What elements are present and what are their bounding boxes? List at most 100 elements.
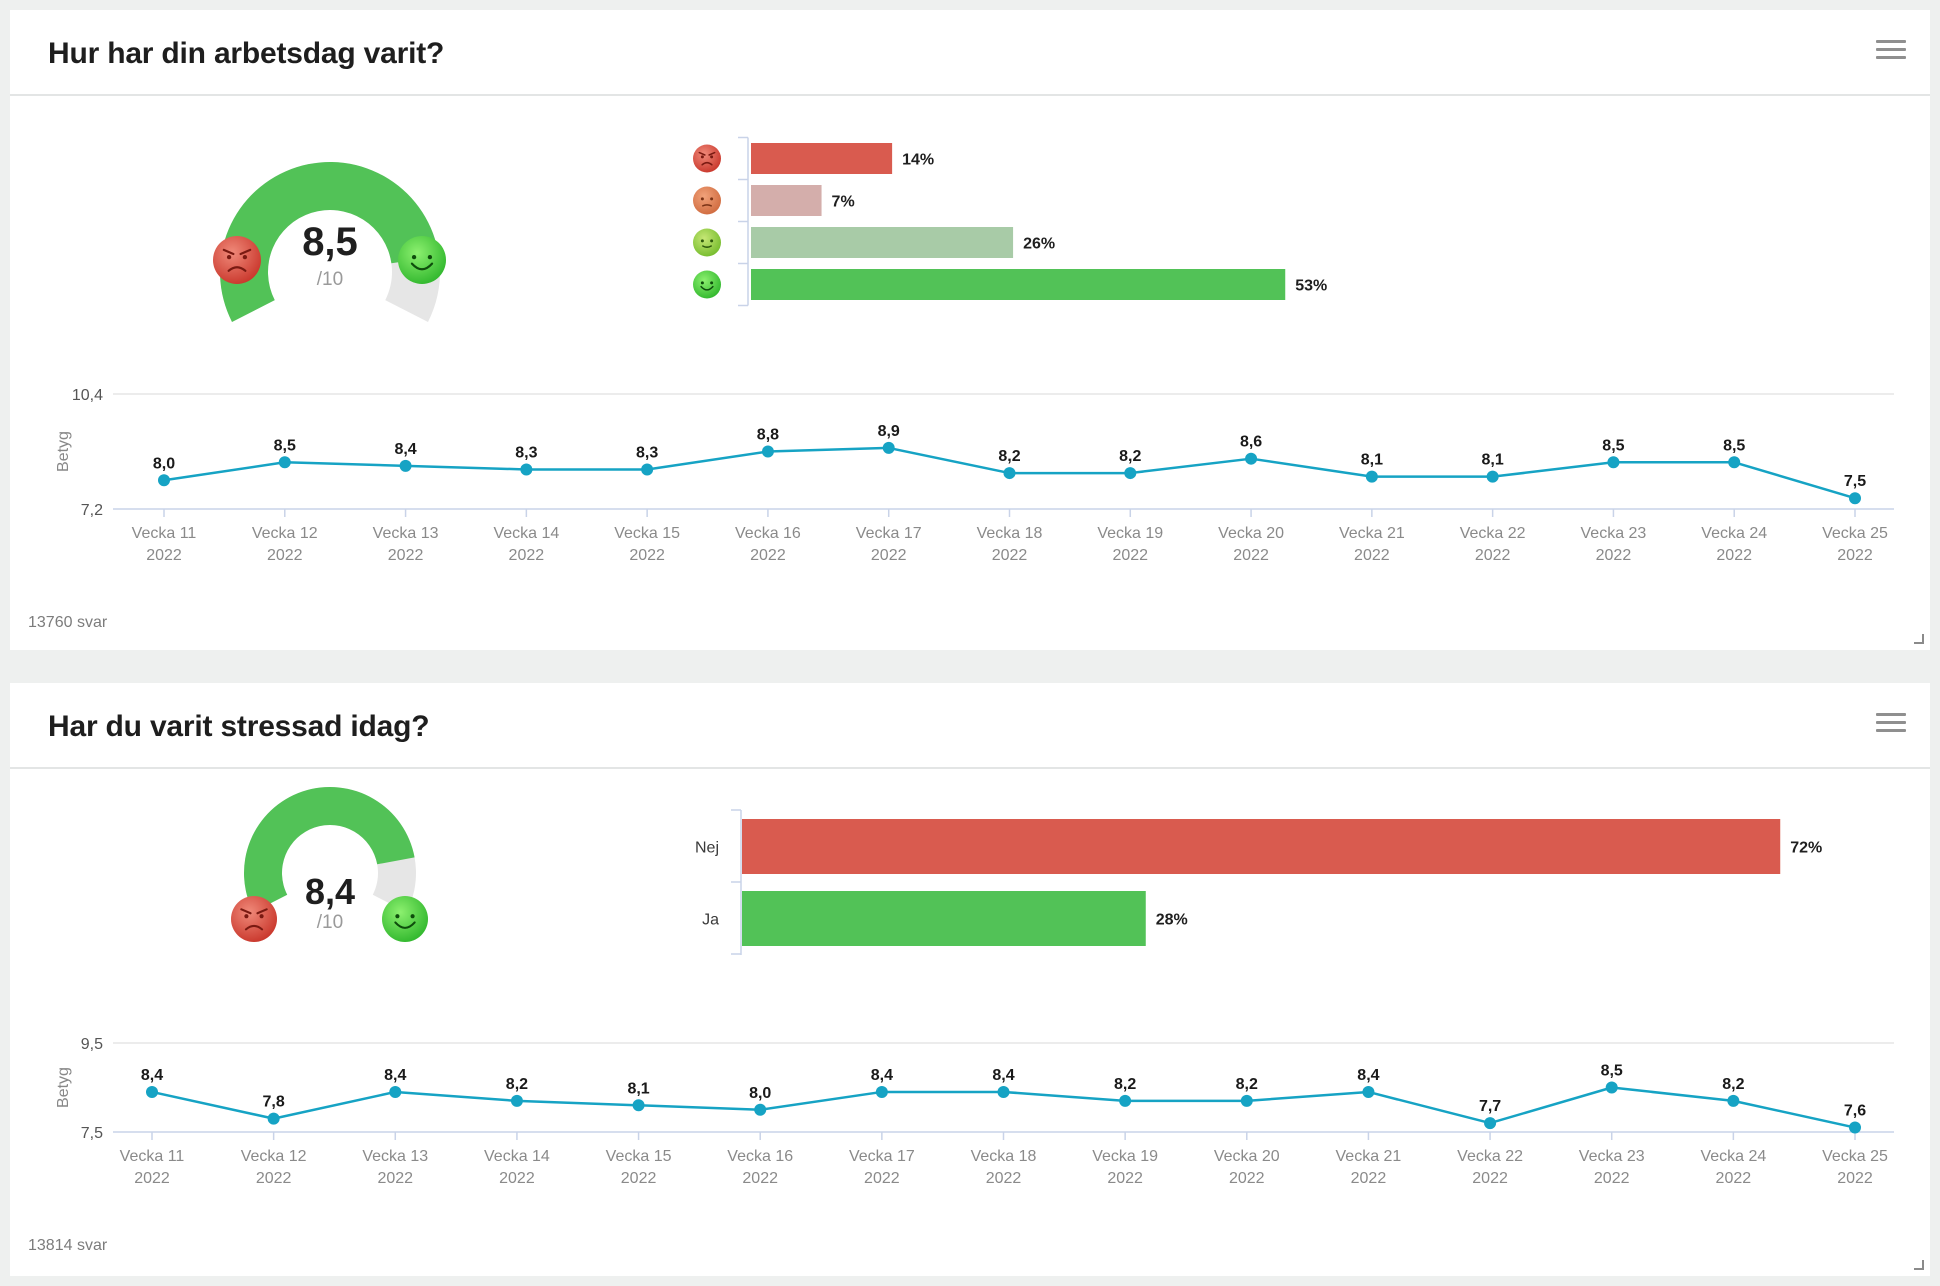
data-point[interactable]	[1849, 492, 1861, 505]
bar-value-label: 14%	[902, 152, 934, 169]
x-tick-label: Vecka 14	[493, 525, 559, 542]
data-point[interactable]	[278, 456, 291, 469]
response-count: 13760 svar	[28, 614, 108, 631]
data-label: 8,4	[1357, 1067, 1379, 1084]
x-tick-label: Vecka 14	[484, 1148, 550, 1165]
data-label: 8,5	[1601, 1063, 1623, 1080]
x-tick-label: Vecka 13	[362, 1148, 428, 1165]
data-point[interactable]	[761, 445, 774, 458]
data-point[interactable]	[1607, 456, 1620, 469]
data-point[interactable]	[389, 1085, 402, 1098]
data-label: 8,4	[141, 1067, 163, 1084]
panel-title: Har du varit stressad idag?	[48, 710, 430, 743]
data-point[interactable]	[1240, 1094, 1253, 1107]
bar-value-label: 72%	[1790, 840, 1822, 857]
data-point[interactable]	[146, 1085, 158, 1098]
data-point[interactable]	[1124, 467, 1137, 480]
x-tick-year: 2022	[1107, 1170, 1143, 1187]
data-point[interactable]	[1484, 1117, 1497, 1130]
x-tick-label: Vecka 15	[606, 1148, 672, 1165]
x-tick-year: 2022	[750, 547, 786, 564]
data-label: 8,5	[274, 437, 296, 454]
x-tick-year: 2022	[1716, 1170, 1752, 1187]
data-point[interactable]	[641, 463, 654, 476]
data-point[interactable]	[1365, 470, 1378, 483]
x-tick-year: 2022	[267, 547, 303, 564]
x-tick-year: 2022	[1475, 547, 1511, 564]
slight-smile-icon	[693, 228, 721, 257]
data-point[interactable]	[158, 474, 170, 487]
data-label: 8,5	[1602, 437, 1624, 454]
data-point[interactable]	[1849, 1121, 1861, 1134]
x-tick-label: Vecka 15	[614, 525, 680, 542]
data-label: 8,5	[1723, 437, 1745, 454]
data-label: 8,3	[636, 444, 658, 461]
data-point[interactable]	[882, 441, 895, 454]
x-tick-year: 2022	[377, 1170, 413, 1187]
x-tick-label: Vecka 12	[252, 525, 318, 542]
resize-handle-icon[interactable]	[1914, 1260, 1924, 1270]
hamburger-menu-icon[interactable]	[1876, 40, 1906, 62]
x-tick-label: Vecka 20	[1214, 1148, 1280, 1165]
data-label: 8,0	[153, 455, 175, 472]
bar-3	[751, 269, 1286, 300]
data-point[interactable]	[1362, 1085, 1375, 1098]
data-point[interactable]	[1605, 1081, 1618, 1094]
gauge-max: /10	[317, 912, 343, 933]
data-label: 8,2	[1119, 448, 1141, 465]
data-point[interactable]	[399, 459, 412, 472]
panel-header: Har du varit stressad idag?	[10, 683, 1930, 769]
angry-face-icon	[213, 236, 261, 284]
x-tick-year: 2022	[146, 547, 182, 564]
resize-handle-icon[interactable]	[1914, 634, 1924, 644]
data-point[interactable]	[1486, 470, 1499, 483]
data-label: 8,2	[506, 1076, 528, 1093]
x-tick-label: Vecka 22	[1457, 1148, 1523, 1165]
gauge-fill	[243, 786, 415, 913]
x-tick-label: Vecka 17	[856, 525, 922, 542]
x-tick-label: Vecka 23	[1579, 1148, 1645, 1165]
x-tick-year: 2022	[1233, 547, 1269, 564]
data-point[interactable]	[267, 1112, 280, 1125]
bar-category-label: Nej	[695, 840, 719, 857]
data-point[interactable]	[520, 463, 533, 476]
x-tick-label: Vecka 19	[1092, 1148, 1158, 1165]
x-tick-year: 2022	[742, 1170, 778, 1187]
data-point[interactable]	[754, 1103, 767, 1116]
data-label: 8,4	[871, 1067, 893, 1084]
data-label: 8,1	[1482, 452, 1504, 469]
x-tick-year: 2022	[629, 547, 665, 564]
data-point[interactable]	[1727, 1094, 1740, 1107]
angry-face-icon	[693, 144, 721, 173]
data-point[interactable]	[1119, 1094, 1132, 1107]
y-tick-label: 10,4	[72, 387, 103, 404]
x-tick-year: 2022	[134, 1170, 170, 1187]
angry-face-icon	[231, 896, 277, 942]
x-tick-label: Vecka 23	[1581, 525, 1647, 542]
x-tick-year: 2022	[992, 547, 1028, 564]
panel-graphics: 8,4/10 72% Nej 28% Ja 9,5 7,5 Betyg Vecka 11 2022…	[55, 786, 1894, 1187]
data-point[interactable]	[1728, 456, 1741, 469]
frowning-face-icon	[693, 186, 721, 215]
data-point[interactable]	[510, 1094, 523, 1107]
data-point[interactable]	[1245, 452, 1258, 465]
data-label: 8,2	[1236, 1076, 1258, 1093]
bar-1	[751, 185, 822, 216]
x-tick-year: 2022	[1351, 1170, 1387, 1187]
x-tick-label: Vecka 22	[1460, 525, 1526, 542]
data-point[interactable]	[1003, 467, 1016, 480]
bar-1	[742, 891, 1146, 946]
data-point[interactable]	[875, 1085, 888, 1098]
x-tick-year: 2022	[509, 547, 545, 564]
x-tick-label: Vecka 17	[849, 1148, 915, 1165]
gauge-max: /10	[317, 269, 343, 290]
bar-value-label: 7%	[832, 194, 855, 211]
hamburger-menu-icon[interactable]	[1876, 713, 1906, 735]
x-tick-label: Vecka 16	[735, 525, 801, 542]
question-panel-workday: Hur har din arbetsdag varit? 8,5/10 14% 7%…	[10, 10, 1930, 650]
x-tick-label: Vecka 11	[132, 525, 197, 542]
response-count: 13814 svar	[28, 1237, 108, 1254]
x-tick-year: 2022	[1837, 1170, 1873, 1187]
data-point[interactable]	[632, 1099, 645, 1112]
data-point[interactable]	[997, 1085, 1010, 1098]
